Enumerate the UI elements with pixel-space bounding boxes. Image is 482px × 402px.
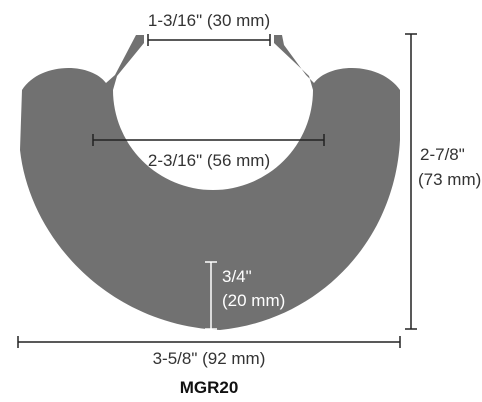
- model-name: MGR20: [180, 378, 239, 397]
- height-dimension: [405, 33, 417, 330]
- height-label-line1: 2-7/8": [420, 145, 465, 164]
- overall-width-label: 3-5/8" (92 mm): [153, 349, 266, 368]
- thickness-label-line1: 3/4": [222, 267, 252, 286]
- height-label-line2: (73 mm): [418, 170, 481, 189]
- opening-width-dimension: [147, 34, 271, 46]
- thickness-label-line2: (20 mm): [222, 291, 285, 310]
- inner-diameter-label: 2-3/16" (56 mm): [148, 151, 270, 170]
- profile-shape: [20, 35, 400, 330]
- opening-width-label: 1-3/16" (30 mm): [148, 11, 270, 30]
- overall-width-dimension: [17, 336, 401, 348]
- inner-diameter-dimension: [92, 134, 325, 146]
- thickness-dimension: [205, 261, 217, 330]
